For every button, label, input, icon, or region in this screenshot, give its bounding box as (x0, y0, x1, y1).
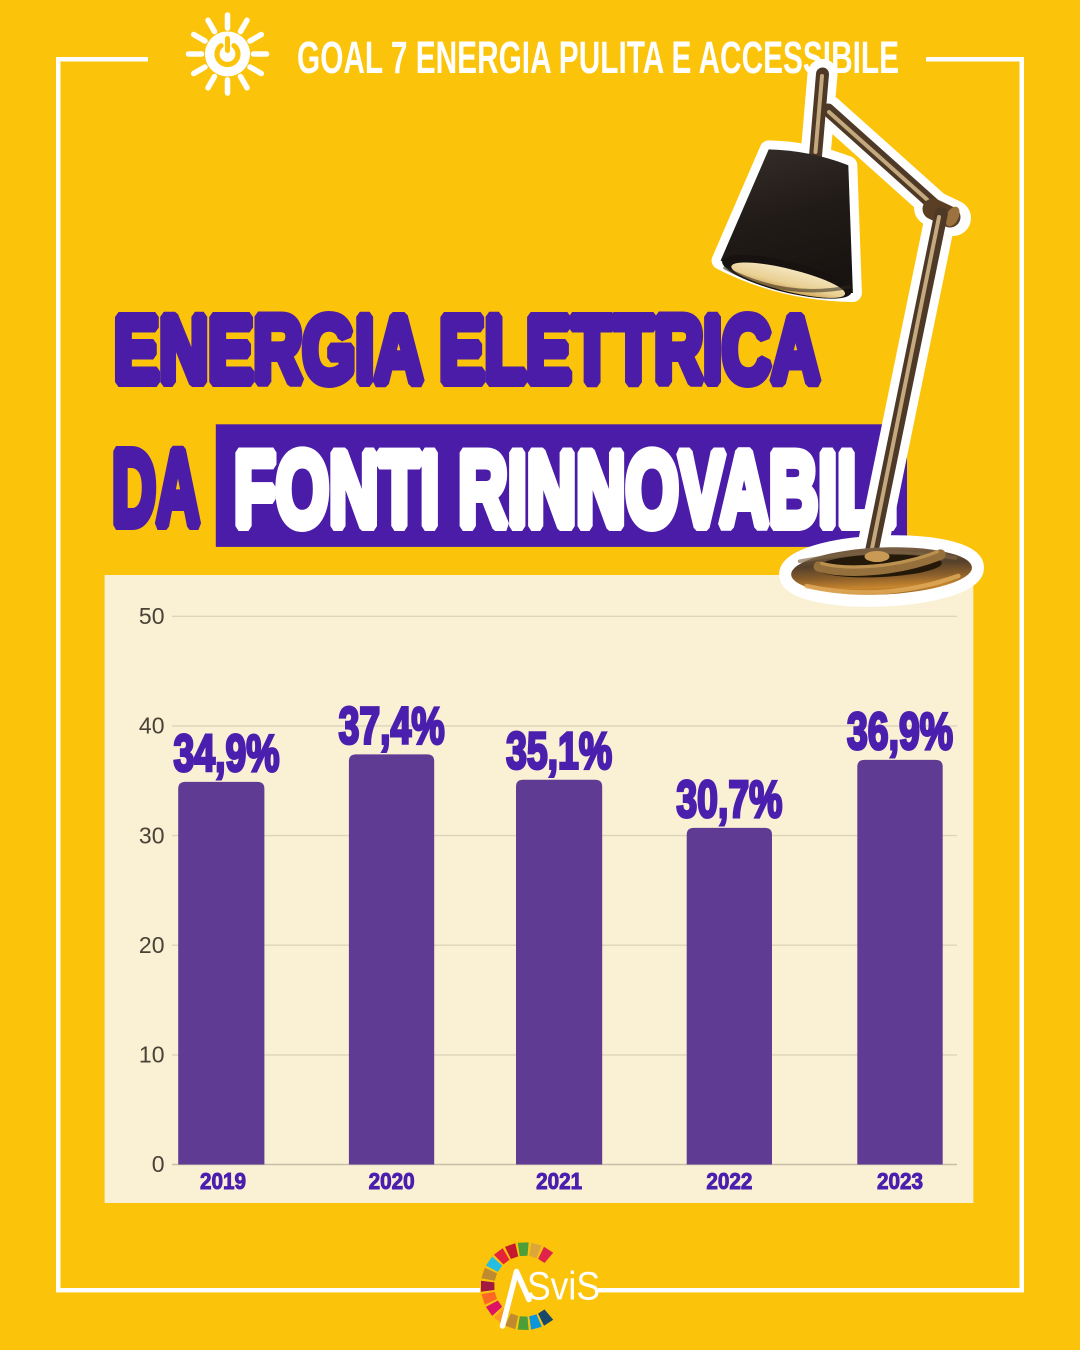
svg-text:FONTI RINNOVABILI: FONTI RINNOVABILI (234, 429, 898, 549)
svg-text:35,1%: 35,1% (506, 723, 612, 781)
svg-text:DA: DA (112, 427, 200, 548)
svg-text:50: 50 (139, 603, 165, 629)
svg-text:0: 0 (152, 1151, 165, 1177)
svg-text:30: 30 (139, 822, 165, 848)
svg-text:2022: 2022 (706, 1168, 752, 1194)
svg-text:40: 40 (139, 713, 165, 739)
svg-text:2019: 2019 (200, 1168, 246, 1194)
svg-text:2020: 2020 (369, 1168, 415, 1194)
svg-text:ENERGIA ELETTRICA: ENERGIA ELETTRICA (114, 297, 820, 403)
svg-text:2021: 2021 (536, 1168, 582, 1194)
svg-text:2023: 2023 (877, 1168, 923, 1194)
svg-text:GOAL 7 ENERGIA PULITA E ACCESS: GOAL 7 ENERGIA PULITA E ACCESSIBILE (297, 32, 899, 83)
svg-text:30,7%: 30,7% (676, 771, 782, 829)
svg-text:20: 20 (139, 932, 165, 958)
svg-text:SviS: SviS (527, 1265, 600, 1309)
svg-text:37,4%: 37,4% (339, 697, 445, 755)
svg-text:10: 10 (139, 1042, 165, 1068)
svg-text:34,9%: 34,9% (174, 725, 280, 783)
svg-text:36,9%: 36,9% (847, 703, 953, 761)
